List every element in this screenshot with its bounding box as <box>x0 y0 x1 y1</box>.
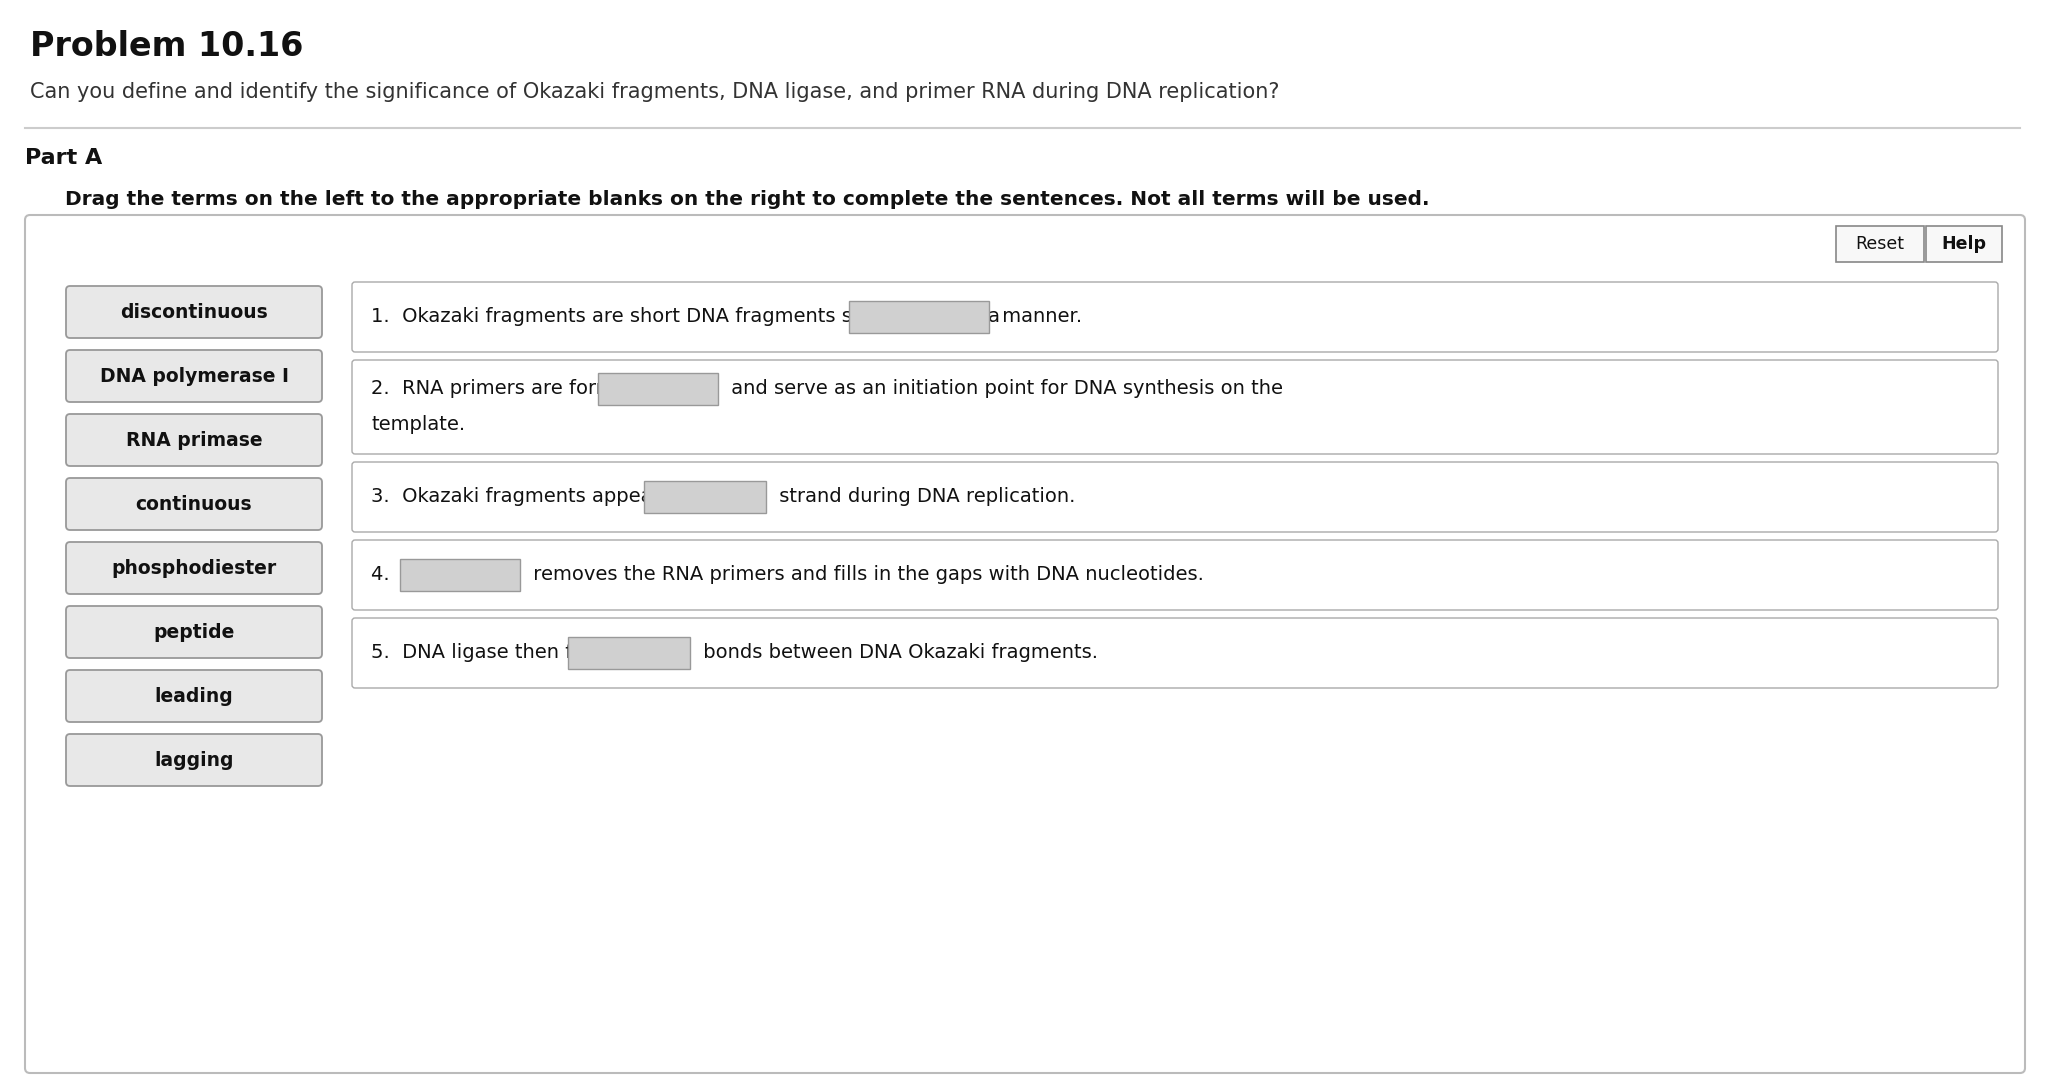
FancyBboxPatch shape <box>597 373 718 405</box>
Text: phosphodiester: phosphodiester <box>110 558 276 578</box>
FancyBboxPatch shape <box>65 606 321 658</box>
Text: Drag the terms on the left to the appropriate blanks on the right to complete th: Drag the terms on the left to the approp… <box>65 190 1430 209</box>
Text: bonds between DNA Okazaki fragments.: bonds between DNA Okazaki fragments. <box>696 643 1097 663</box>
Text: and serve as an initiation point for DNA synthesis on the: and serve as an initiation point for DNA… <box>724 380 1283 398</box>
FancyBboxPatch shape <box>1925 226 2001 262</box>
FancyBboxPatch shape <box>567 636 690 669</box>
FancyBboxPatch shape <box>1835 226 1923 262</box>
Text: template.: template. <box>370 416 464 434</box>
Text: Reset: Reset <box>1856 235 1905 254</box>
FancyBboxPatch shape <box>352 282 1999 353</box>
FancyBboxPatch shape <box>65 670 321 722</box>
Text: 2.  RNA primers are formed by: 2. RNA primers are formed by <box>370 380 675 398</box>
Text: strand during DNA replication.: strand during DNA replication. <box>773 487 1074 507</box>
FancyBboxPatch shape <box>352 360 1999 454</box>
FancyBboxPatch shape <box>65 478 321 530</box>
FancyBboxPatch shape <box>352 540 1999 610</box>
Text: lagging: lagging <box>153 751 233 769</box>
Text: DNA polymerase I: DNA polymerase I <box>100 367 288 385</box>
FancyBboxPatch shape <box>849 301 988 333</box>
FancyBboxPatch shape <box>65 350 321 401</box>
FancyBboxPatch shape <box>644 481 765 514</box>
FancyBboxPatch shape <box>25 215 2026 1073</box>
FancyBboxPatch shape <box>65 542 321 594</box>
FancyBboxPatch shape <box>352 618 1999 688</box>
Text: 3.  Okazaki fragments appear on the: 3. Okazaki fragments appear on the <box>370 487 735 507</box>
Text: 4.: 4. <box>370 566 403 584</box>
Text: 1.  Okazaki fragments are short DNA fragments synthesized in a: 1. Okazaki fragments are short DNA fragm… <box>370 308 1007 326</box>
Text: peptide: peptide <box>153 622 235 642</box>
Text: Part A: Part A <box>25 148 102 168</box>
Text: Can you define and identify the significance of Okazaki fragments, DNA ligase, a: Can you define and identify the signific… <box>31 82 1279 102</box>
Text: Help: Help <box>1942 235 1987 254</box>
Text: leading: leading <box>155 687 233 705</box>
FancyBboxPatch shape <box>401 559 520 591</box>
Text: continuous: continuous <box>135 495 252 514</box>
FancyBboxPatch shape <box>352 462 1999 532</box>
Text: Problem 10.16: Problem 10.16 <box>31 30 303 63</box>
Text: RNA primase: RNA primase <box>125 431 262 449</box>
Text: 5.  DNA ligase then forms: 5. DNA ligase then forms <box>370 643 628 663</box>
FancyBboxPatch shape <box>65 415 321 466</box>
Text: discontinuous: discontinuous <box>121 302 268 321</box>
Text: manner.: manner. <box>996 308 1082 326</box>
Text: removes the RNA primers and fills in the gaps with DNA nucleotides.: removes the RNA primers and fills in the… <box>528 566 1205 584</box>
FancyBboxPatch shape <box>65 286 321 338</box>
FancyBboxPatch shape <box>65 734 321 786</box>
